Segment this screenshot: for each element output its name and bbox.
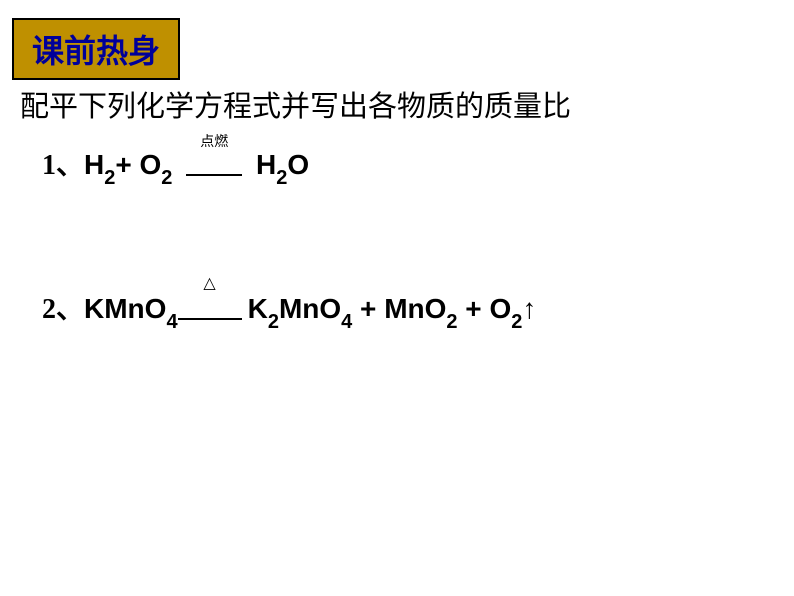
eq2-prod-sub3: 2 (446, 311, 457, 333)
eq2-prod-sub1: 2 (268, 311, 279, 333)
eq2-reactant1: KMnO (84, 293, 166, 324)
eq1-arrow-line (186, 174, 242, 176)
equation-1-number: 1、 (42, 150, 84, 181)
eq1-prod-sub1: 2 (276, 167, 287, 189)
eq2-product1: K (248, 293, 268, 324)
eq2-prod-sub4: 2 (511, 311, 522, 333)
eq2-plus2: + O (458, 293, 512, 324)
eq1-condition: 点燃 (200, 131, 228, 151)
eq2-arrow: △ (178, 295, 242, 327)
eq2-up-arrow: ↑ (522, 293, 536, 324)
eq1-arrow: 点燃 (186, 151, 242, 183)
eq2-arrow-line (178, 318, 242, 320)
equation-1: 1、H2+ O2 点燃 H2O (42, 143, 309, 187)
instruction-text: 配平下列化学方程式并写出各物质的质量比 (20, 83, 571, 125)
eq2-plus1: + MnO (352, 293, 446, 324)
eq1-reactant1: H (84, 149, 104, 180)
title-box: 课前热身 (12, 18, 180, 80)
eq2-prod-sub2: 4 (341, 311, 352, 333)
eq1-product1: H (256, 149, 276, 180)
equation-2-number: 2、 (42, 294, 84, 325)
eq2-product2: MnO (279, 293, 341, 324)
title-text: 课前热身 (32, 33, 160, 69)
eq1-sub2: 2 (161, 167, 172, 189)
eq1-sub1: 2 (104, 167, 115, 189)
eq1-plus1: + O (115, 149, 161, 180)
eq2-condition: △ (203, 273, 215, 293)
equation-2: 2、KMnO4 △ K2MnO4 + MnO2 + O2↑ (42, 287, 536, 331)
eq1-product2: O (287, 149, 309, 180)
eq2-sub1: 4 (166, 311, 177, 333)
